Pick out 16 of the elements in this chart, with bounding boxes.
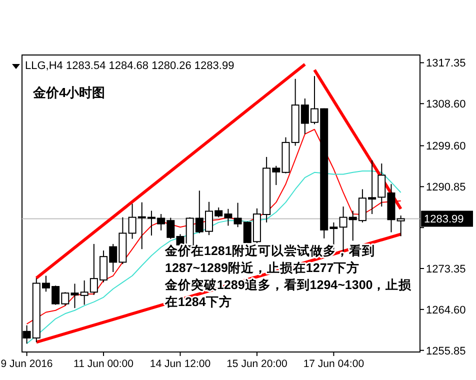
text: LLG,H4 1283.54 1284.68 1280.26 1283.99	[25, 60, 234, 72]
x-tick-label: 17 Jun 04:00	[303, 358, 364, 370]
x-tick-label: 15 Jun 20:00	[226, 358, 288, 370]
y-tick-label: 1264.60	[426, 304, 466, 316]
y-tick-label: 1290.85	[426, 182, 466, 194]
ref-line-label: 1283.99	[424, 214, 464, 226]
y-tick-label: 1308.60	[426, 98, 466, 111]
y-tick-label: 1273.35	[426, 264, 466, 276]
x-tick-label: 9 Jun 2016	[0, 358, 53, 370]
x-tick-label: 11 Jun 00:00	[74, 358, 134, 370]
y-tick-label: 1317.35	[426, 58, 466, 70]
text: 金价4小时图	[32, 85, 106, 100]
y-tick-label: 1255.85	[426, 345, 466, 358]
y-tick-label: 1299.60	[426, 140, 466, 153]
x-tick-label: 14 Jun 12:00	[150, 358, 211, 370]
candlestick	[396, 215, 405, 237]
